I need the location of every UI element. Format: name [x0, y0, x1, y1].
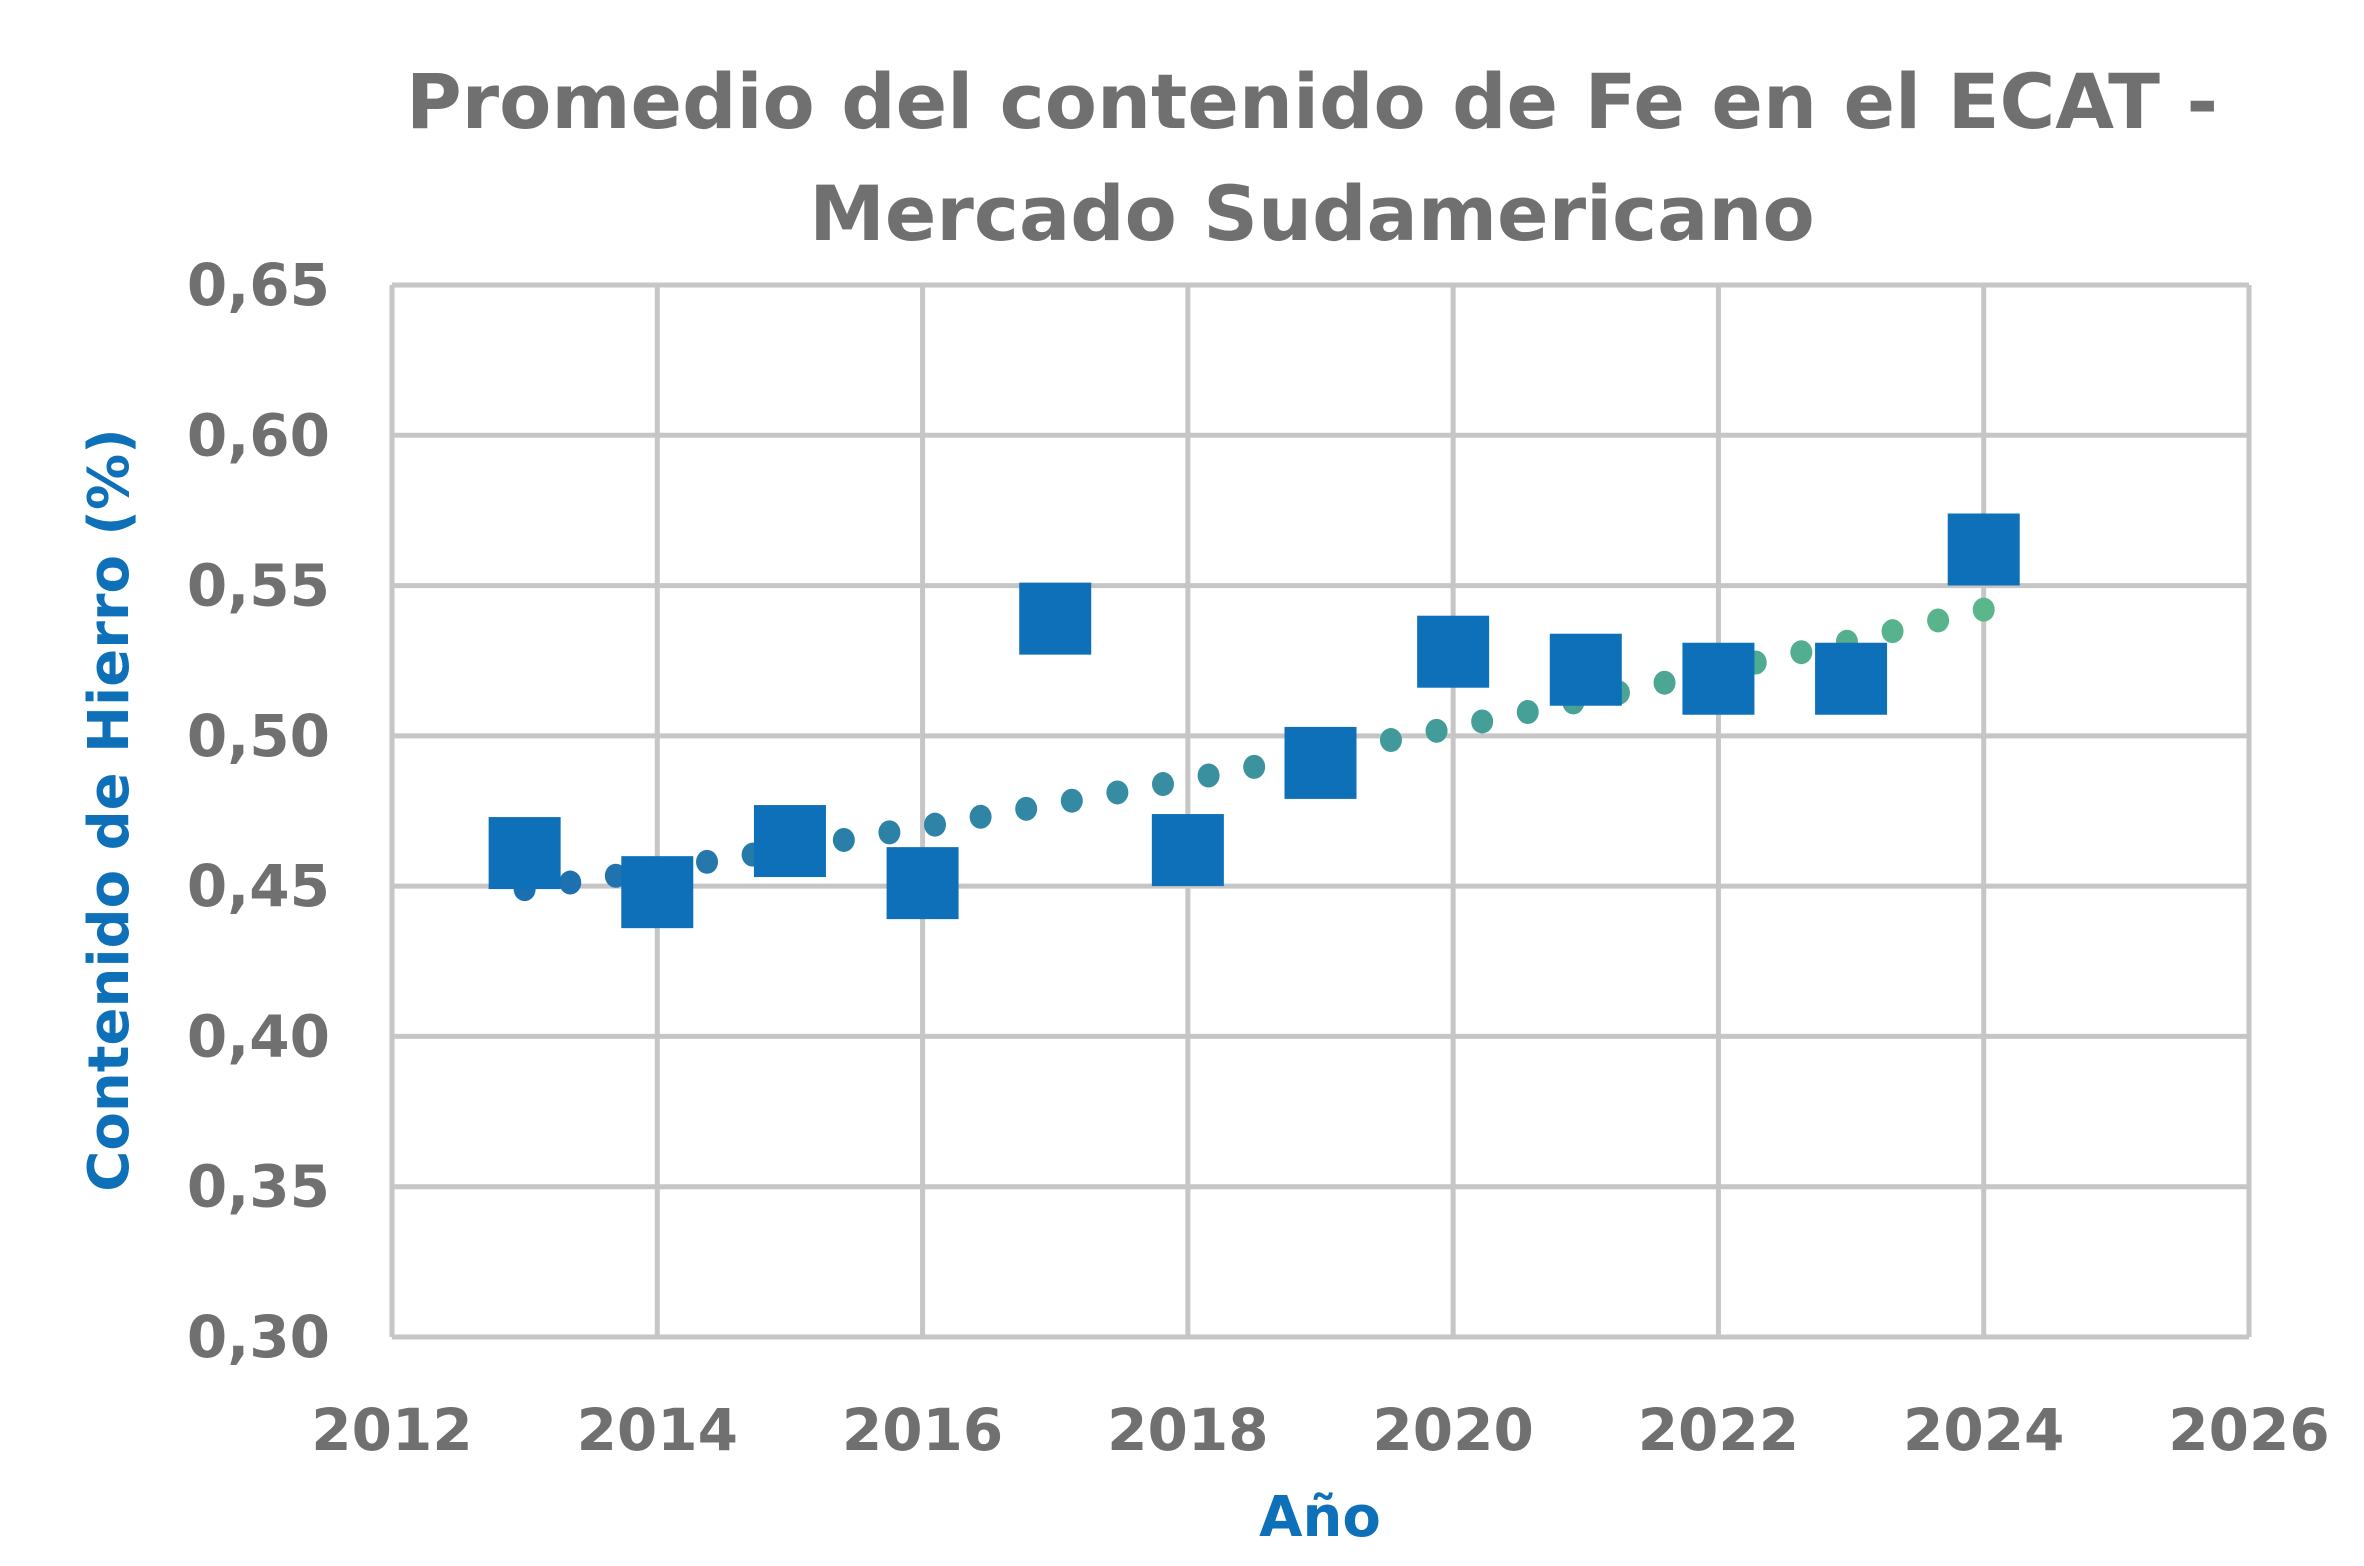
data-point [1682, 642, 1755, 715]
data-point [1019, 582, 1092, 655]
data-point [1549, 633, 1622, 706]
trendline-dot [1516, 699, 1539, 724]
trendline-dot [1379, 728, 1402, 753]
x-tick-labels: 2012 2014 2016 2018 2020 2022 2024 2026 [311, 1396, 2329, 1464]
x-axis-label: Año [1259, 1485, 1381, 1550]
trendline [513, 597, 1995, 902]
trendline-dot [1243, 754, 1266, 779]
trendline-dot [1151, 772, 1174, 797]
trendline-dot [1425, 718, 1448, 743]
y-tick-label: 0,50 [187, 702, 330, 770]
y-tick-labels: 0,30 0,35 0,40 0,45 0,50 0,55 0,60 0,65 [187, 251, 330, 1371]
trendline-dot [1197, 763, 1220, 788]
x-tick-label: 2022 [1638, 1396, 1799, 1464]
trendline-dot [1015, 796, 1038, 821]
y-tick-label: 0,35 [187, 1153, 330, 1221]
y-tick-label: 0,60 [187, 401, 330, 469]
data-point [886, 847, 959, 920]
x-tick-label: 2012 [311, 1396, 472, 1464]
trendline-dot [1106, 780, 1129, 805]
data-point [1284, 726, 1357, 799]
data-point [1417, 615, 1490, 688]
trendline-dot [1972, 597, 1995, 622]
x-tick-label: 2024 [1903, 1396, 2064, 1464]
x-tick-label: 2014 [577, 1396, 738, 1464]
data-point [753, 805, 826, 878]
data-points [488, 513, 2020, 929]
trendline-dot [1653, 670, 1676, 695]
x-tick-label: 2018 [1107, 1396, 1268, 1464]
data-point [1151, 814, 1224, 887]
data-point [1947, 513, 2020, 586]
y-tick-label: 0,55 [187, 552, 330, 620]
data-point [488, 817, 561, 890]
data-point [621, 856, 694, 929]
trendline-dot [1790, 640, 1813, 665]
data-point [1815, 642, 1888, 715]
x-tick-label: 2016 [842, 1396, 1003, 1464]
trendline-dot [969, 804, 992, 829]
trendline-dot [559, 870, 582, 895]
x-tick-label: 2026 [2168, 1396, 2329, 1464]
trendline-dot [1060, 788, 1083, 813]
trendline-dot [1927, 608, 1950, 633]
y-tick-label: 0,65 [187, 251, 330, 319]
chart-title-line-1: Promedio del contenido de Fe en el ECAT … [406, 57, 2218, 146]
y-tick-label: 0,30 [187, 1303, 330, 1371]
trendline-dot [1471, 709, 1494, 734]
y-tick-label: 0,45 [187, 852, 330, 920]
trendline-dot [878, 820, 901, 845]
grid [389, 282, 2252, 1340]
y-axis-label: Contenido de Hierro (%) [77, 428, 142, 1191]
trendline-dot [1881, 619, 1904, 644]
chart-title-line-2: Mercado Sudamericano [809, 169, 1815, 258]
trendline-dot [832, 827, 855, 852]
trendline-dot [696, 849, 719, 874]
x-tick-label: 2020 [1372, 1396, 1533, 1464]
y-tick-label: 0,40 [187, 1002, 330, 1070]
trendline-dot [924, 812, 947, 837]
